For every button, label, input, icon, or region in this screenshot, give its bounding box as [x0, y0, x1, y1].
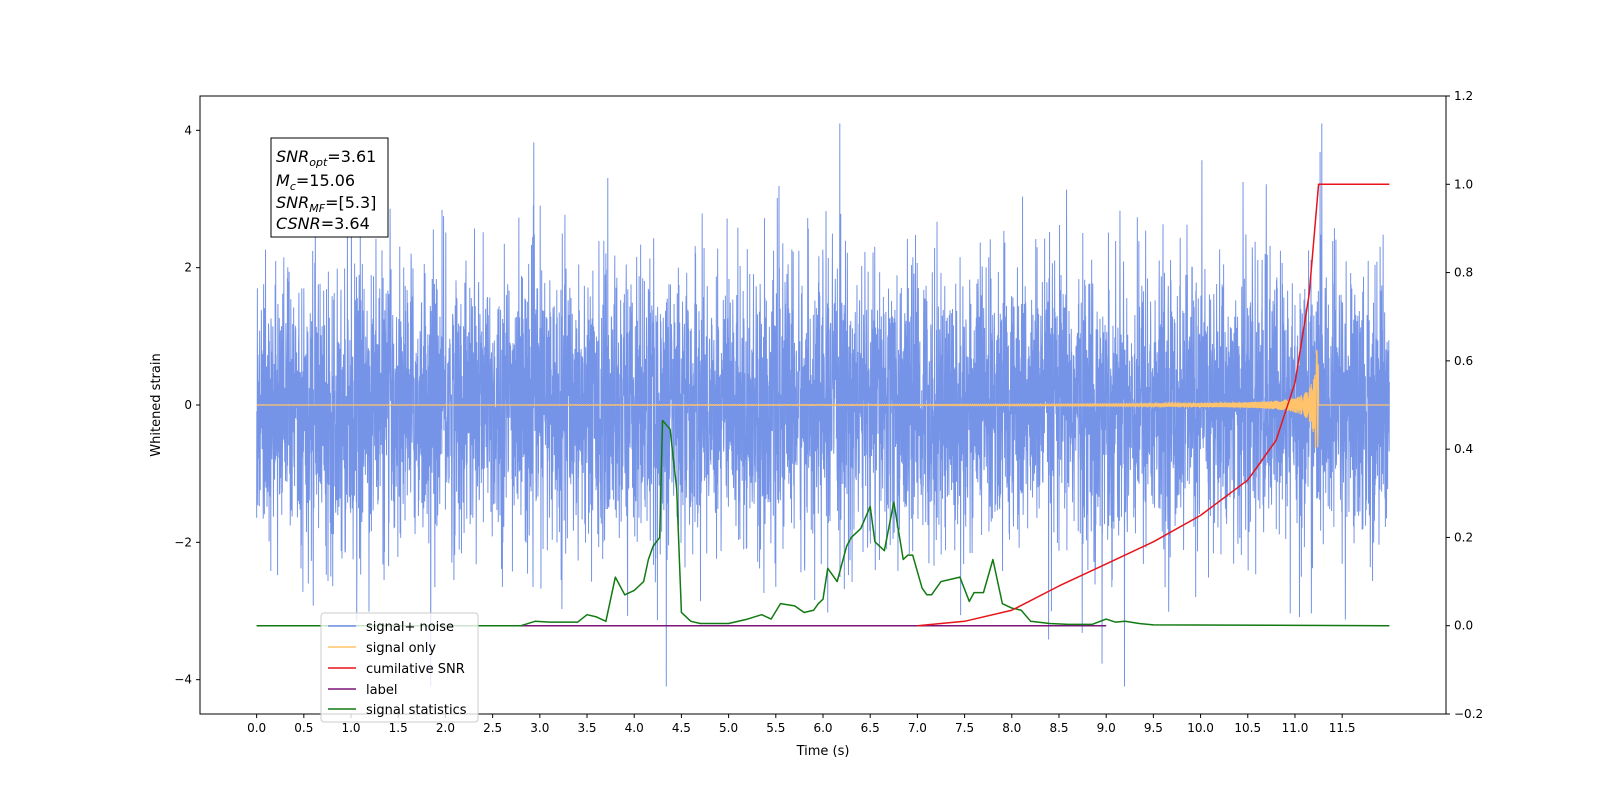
x-tick-label-10-0: 10.0 — [1187, 721, 1214, 735]
line-signal-only — [256, 349, 1390, 448]
y-tick-label-0: 0 — [184, 398, 192, 412]
x-tick-label-2-5: 2.5 — [483, 721, 502, 735]
x-tick-label-0-0: 0.0 — [247, 721, 266, 735]
legend-entry-label: label — [328, 683, 397, 698]
x-tick-label-1-5: 1.5 — [389, 721, 408, 735]
y-tick-label-minus-4: −4 — [174, 673, 192, 687]
x-tick-label-4-0: 4.0 — [625, 721, 644, 735]
line-cumulative-snr — [917, 183, 1390, 627]
legend-label-signal-statistics: signal statistics — [366, 703, 467, 718]
annotation-mc: Mc=15.06 — [276, 171, 355, 193]
x-tick-label-3-5: 3.5 — [577, 721, 596, 735]
x-axis-label: Time (s) — [796, 744, 850, 759]
x-tick-label-7-5: 7.5 — [955, 721, 974, 735]
y2-tick-label-minus-0-2: −0.2 — [1454, 707, 1483, 721]
x-tick-label-0-5: 0.5 — [294, 721, 313, 735]
x-tick-label-11-5: 11.5 — [1329, 721, 1356, 735]
y-tick-label-4: 4 — [184, 123, 192, 137]
x-tick-label-9-5: 9.5 — [1144, 721, 1163, 735]
legend-entry-cumulative-snr: cumilative SNR — [328, 662, 465, 677]
y2-tick-label-1-0: 1.0 — [1454, 177, 1473, 191]
legend-label-cumulative-snr: cumilative SNR — [366, 662, 465, 677]
y2-tick-label-0-2: 0.2 — [1454, 530, 1473, 544]
legend-entry-signal-noise: signal+ noise — [328, 620, 454, 635]
x-tick-label-8-5: 8.5 — [1049, 721, 1068, 735]
x-tick-label-6-0: 6.0 — [813, 721, 832, 735]
x-tick-label-5-0: 5.0 — [719, 721, 738, 735]
legend-frame — [320, 612, 479, 723]
y-tick-label-2: 2 — [184, 261, 192, 275]
x-axis-ticks: 0.0 0.5 1.0 1.5 2.0 2.5 3.0 3.5 4.0 4.5 5.0 5.5 6.0 6… — [247, 714, 1356, 735]
series-signal-noise — [256, 123, 1390, 687]
y2-tick-label-0-4: 0.4 — [1454, 442, 1473, 456]
legend-label-label: label — [366, 683, 397, 698]
x-tick-label-7-0: 7.0 — [908, 721, 927, 735]
x-tick-label-3-0: 3.0 — [530, 721, 549, 735]
legend-label-signal-only: signal only — [366, 641, 436, 656]
annotation-snr-mf: SNRMF=[5.3] — [276, 193, 376, 215]
legend: signal+ noise signal only cumilative SNR… — [320, 612, 479, 723]
annotation-csnr: CSNR=3.64 — [276, 214, 370, 233]
x-tick-label-4-5: 4.5 — [672, 721, 691, 735]
x-tick-label-9-0: 9.0 — [1097, 721, 1116, 735]
legend-label-signal-noise: signal+ noise — [366, 620, 454, 635]
annotation-snr-opt: SNRopt=3.61 — [276, 147, 376, 169]
legend-entry-signal-only: signal only — [328, 641, 436, 656]
x-tick-label-8-0: 8.0 — [1002, 721, 1021, 735]
y-axis-label: Whitened strain — [149, 353, 164, 456]
annotation-frame — [270, 137, 389, 238]
y2-tick-label-0-0: 0.0 — [1454, 619, 1473, 633]
y2-tick-label-0-6: 0.6 — [1454, 354, 1473, 368]
x-tick-label-6-5: 6.5 — [861, 721, 880, 735]
x-tick-label-11-0: 11.0 — [1282, 721, 1309, 735]
x-tick-label-10-5: 10.5 — [1234, 721, 1261, 735]
x-tick-label-1-0: 1.0 — [341, 721, 360, 735]
stats-annotation-box: SNRopt=3.61 Mc=15.06 SNRMF=[5.3] CSNR=3.… — [270, 137, 389, 238]
y-tick-label-minus-2: −2 — [174, 535, 192, 549]
y2-axis-ticks: 1.2 1.0 0.8 0.6 0.4 0.2 0.0 −0.2 — [1446, 89, 1483, 721]
series-signal-only — [256, 349, 1390, 448]
y2-tick-label-1-2: 1.2 — [1454, 89, 1473, 103]
x-tick-label-2-0: 2.0 — [436, 721, 455, 735]
y2-tick-label-0-8: 0.8 — [1454, 266, 1473, 280]
line-signal-noise — [256, 123, 1390, 687]
x-tick-label-5-5: 5.5 — [766, 721, 785, 735]
y-axis-ticks: 4 2 0 −2 −4 — [174, 123, 200, 687]
legend-entry-signal-statistics: signal statistics — [328, 703, 467, 718]
line-signal-statistics — [256, 419, 1390, 627]
